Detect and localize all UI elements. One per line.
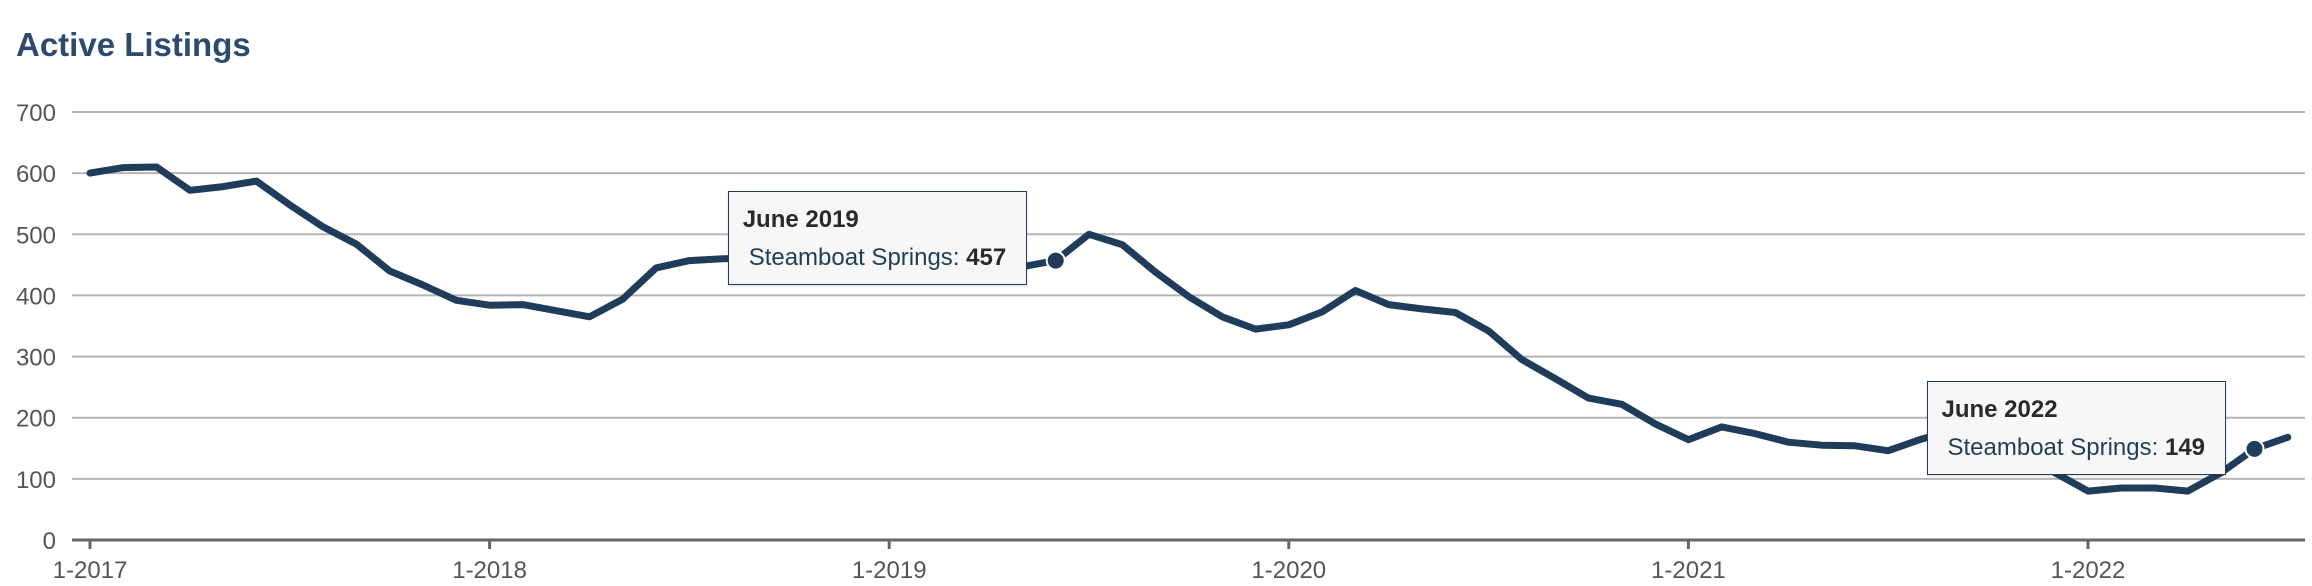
x-tick-label: 1-2021 — [1651, 557, 1726, 584]
chart-title: Active Listings — [16, 26, 251, 63]
y-tick-label: 700 — [16, 100, 56, 127]
y-tick-label: 400 — [16, 283, 56, 310]
tooltip-series-name: Steamboat Springs — [1947, 433, 2152, 461]
hover-markers — [1045, 250, 2265, 459]
tooltip-date: June 2019 — [742, 205, 859, 233]
tooltip-june-2019: June 2019 Steamboat Springs: 457 — [727, 190, 1028, 285]
y-tick-label: 200 — [16, 406, 56, 433]
x-tick-label: 1-2017 — [53, 557, 128, 584]
y-tick-label: 100 — [16, 467, 56, 494]
x-tick-label: 1-2020 — [1251, 557, 1326, 584]
tooltip-value: 457 — [966, 243, 1007, 271]
tooltip-series-name: Steamboat Springs — [748, 243, 953, 271]
y-tick-label: 0 — [43, 528, 56, 555]
tooltip-row: Steamboat Springs: 457 — [748, 243, 1007, 271]
y-tick-label: 500 — [16, 222, 56, 249]
tooltip-value: 149 — [2164, 433, 2206, 461]
tooltip-june-2022: June 2022 Steamboat Springs: 149 — [1926, 380, 2227, 475]
x-axis — [72, 538, 2305, 549]
series-line[interactable] — [86, 163, 2292, 495]
y-axis-labels: 0 100 200 300 400 500 600 700 — [16, 100, 56, 555]
hover-marker — [1045, 250, 1066, 271]
x-axis-labels: 1-2017 1-2018 1-2019 1-2020 1-2021 1-2022 — [53, 557, 2126, 584]
y-tick-label: 300 — [16, 345, 56, 372]
x-tick-label: 1-2018 — [452, 557, 527, 584]
tooltip-row: Steamboat Springs: 149 — [1947, 433, 2206, 461]
y-tick-label: 600 — [16, 161, 56, 188]
hover-marker — [2244, 438, 2265, 459]
series-layer[interactable] — [86, 163, 2292, 495]
x-tick-label: 1-2022 — [2051, 557, 2126, 584]
x-tick-label: 1-2019 — [852, 557, 927, 584]
tooltip-date: June 2022 — [1941, 395, 2058, 423]
